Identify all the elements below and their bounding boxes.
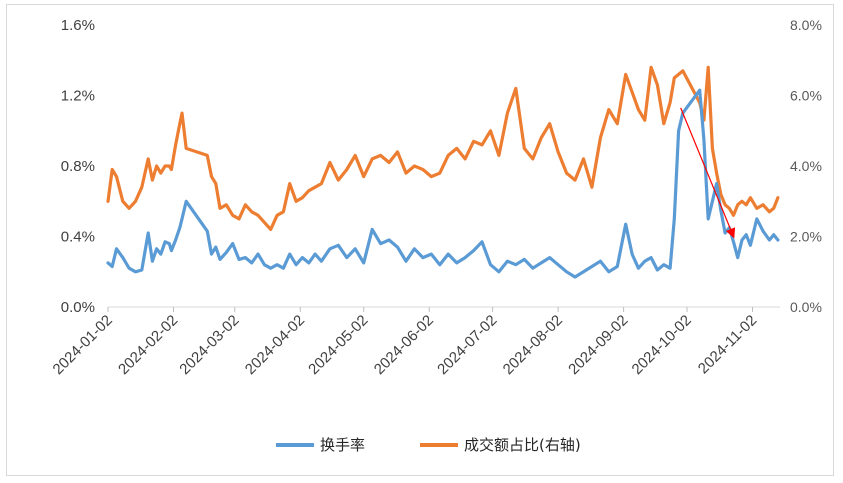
y-right-tick-label: 2.0%: [790, 229, 822, 245]
y-left-tick-label: 1.6%: [61, 17, 95, 34]
x-tick-label: 2024-06-02: [371, 312, 437, 378]
y-right-tick-label: 0.0%: [790, 299, 822, 315]
y-left-tick-label: 1.2%: [61, 88, 95, 105]
y-left-tick-label: 0.8%: [61, 158, 95, 175]
x-tick-label: 2024-05-02: [305, 312, 371, 378]
y-right-tick-label: 4.0%: [790, 158, 822, 174]
y-right-tick-label: 6.0%: [790, 88, 822, 104]
y-right-tick-label: 8.0%: [790, 17, 822, 33]
legend: 换手率 成交额占比(右轴): [276, 436, 581, 454]
y-left-tick-label: 0.0%: [61, 299, 95, 316]
x-tick-label: 2024-07-02: [434, 312, 500, 378]
x-tick-label: 2024-08-02: [500, 312, 566, 378]
legend-label: 换手率: [320, 436, 365, 454]
x-tick-label: 2024-09-02: [565, 312, 631, 378]
x-tick-label: 2024-11-02: [695, 312, 760, 377]
turnover-line: [106, 88, 780, 279]
y-left-tick-label: 0.4%: [61, 229, 95, 246]
chart-frame: [6, 4, 834, 476]
x-tick-label: 2024-04-02: [242, 312, 308, 378]
x-tick-label: 2024-03-02: [176, 312, 242, 378]
plot-area: [106, 65, 780, 279]
x-tick-label: 2024-01-02: [50, 312, 116, 378]
legend-label: 成交额占比(右轴): [464, 436, 581, 454]
x-tick-label: 2024-10-02: [629, 312, 695, 378]
red-arrow-annotation: [680, 107, 736, 239]
x-tick-label: 2024-02-02: [115, 312, 181, 378]
